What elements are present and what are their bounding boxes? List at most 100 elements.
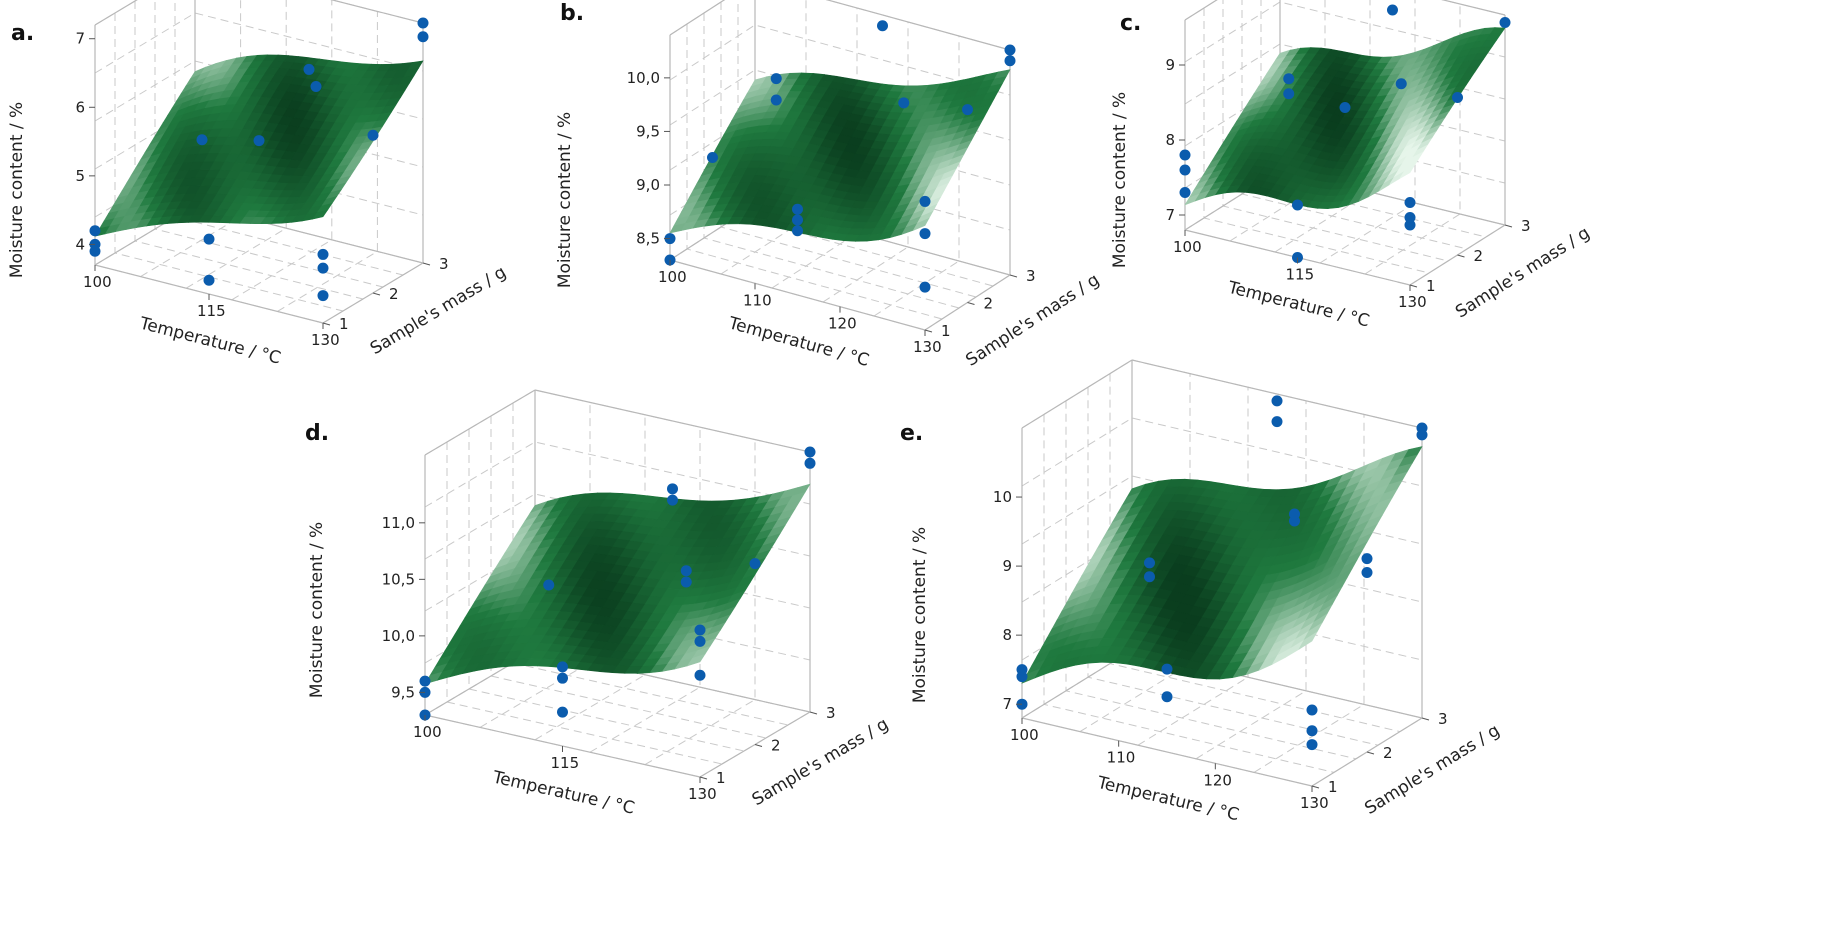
data-point (89, 245, 101, 257)
data-point (667, 483, 678, 495)
data-point (680, 565, 692, 577)
x-axis-label: Temperature / °C (490, 767, 636, 819)
data-point (1161, 691, 1173, 703)
y-tick-label: 2 (984, 295, 994, 313)
data-point (694, 669, 706, 681)
x-tick-label: 100 (1010, 726, 1039, 744)
z-tick-label: 10,0 (382, 627, 415, 645)
data-point (1179, 187, 1191, 198)
data-point (317, 290, 329, 302)
z-axis-label: Moisture content / % (910, 527, 930, 703)
data-points (89, 17, 429, 302)
panel-label: b. (560, 1, 584, 26)
z-tick-label: 9,0 (636, 176, 660, 194)
data-point (1292, 199, 1303, 211)
data-point (667, 494, 678, 506)
data-point (196, 134, 208, 146)
data-point (89, 225, 101, 237)
panel-label: d. (305, 421, 329, 446)
z-tick-label: 10,5 (382, 570, 415, 588)
data-point (792, 203, 803, 215)
data-point (543, 579, 555, 591)
data-points (419, 446, 816, 721)
z-tick-label: 8 (1002, 626, 1012, 644)
panel-d: d. 100 115 130 1 2 3 9,5 10,0 10,5 11,0 Temperature… (305, 389, 980, 940)
data-point (1404, 212, 1416, 223)
data-point (1289, 508, 1300, 520)
z-tick-label: 11,0 (382, 514, 415, 532)
data-point (770, 94, 782, 106)
data-point (419, 675, 431, 687)
y-axis-label: Sample's mass / g (367, 262, 510, 359)
data-point (1016, 664, 1028, 676)
data-point (417, 17, 429, 29)
panel-e: e. 100 110 120 130 1 2 3 7 8 9 10 Temperature / °C Sa… (900, 359, 1680, 940)
z-axis-label: Moisture content / % (307, 522, 327, 698)
data-point (203, 274, 215, 286)
y-tick-label: 2 (771, 737, 781, 755)
surface (94, 54, 424, 237)
z-tick-label: 10 (993, 488, 1012, 506)
data-point (1361, 566, 1373, 578)
z-tick-label: 9,5 (636, 122, 660, 140)
data-point (310, 81, 322, 92)
z-axis-label: Moisture content / % (555, 112, 575, 288)
data-point (1179, 164, 1191, 176)
surface (1021, 446, 1423, 684)
data-point (694, 635, 706, 647)
x-tick-label: 130 (688, 785, 717, 803)
z-tick-label: 7 (1002, 695, 1012, 713)
z-tick-label: 4 (75, 235, 85, 253)
x-tick-label: 130 (311, 331, 340, 349)
x-tick-label: 110 (1107, 749, 1136, 767)
z-tick-label: 6 (75, 98, 85, 116)
data-point (367, 129, 379, 141)
x-axis-label: Temperature / °C (1225, 278, 1371, 332)
data-point (303, 63, 315, 75)
data-point (1283, 88, 1295, 100)
data-point (1339, 102, 1351, 113)
data-point (1306, 725, 1318, 737)
x-axis-label: Temperature / °C (137, 313, 283, 368)
data-points (1016, 395, 1428, 751)
data-point (1271, 395, 1283, 407)
data-point (1161, 663, 1173, 675)
data-point (417, 31, 429, 43)
y-axis-label: Sample's mass / g (749, 714, 892, 810)
data-point (792, 225, 803, 237)
data-point (898, 97, 910, 109)
z-tick-label: 7 (75, 30, 85, 48)
y-tick-label: 3 (1026, 267, 1036, 285)
data-point (1144, 557, 1155, 569)
data-point (1283, 73, 1295, 85)
data-point (1395, 78, 1407, 90)
z-tick-label: 9 (1002, 557, 1012, 575)
data-point (877, 20, 888, 32)
x-tick-label: 100 (1173, 238, 1202, 256)
y-axis-label: Sample's mass / g (1452, 223, 1593, 323)
data-point (919, 228, 931, 240)
z-tick-label: 9 (1165, 56, 1175, 74)
panel-a: a. 100 115 130 1 2 3 4 5 6 7 Temperature / °C Sample… (0, 0, 510, 400)
surface (424, 483, 811, 685)
data-point (792, 214, 803, 226)
data-point (557, 706, 568, 718)
y-tick-label: 3 (1521, 217, 1531, 235)
data-point (680, 576, 692, 588)
data-point (770, 73, 782, 85)
z-axis-label: Moisture content / % (1110, 92, 1130, 268)
data-point (804, 446, 816, 458)
y-tick-label: 1 (1328, 778, 1338, 796)
data-point (1499, 17, 1511, 28)
data-point (557, 661, 568, 673)
panel-c: c. 100 115 130 1 2 3 7 8 9 Temperature / °C Sample'… (1110, 0, 1830, 400)
data-point (1404, 197, 1416, 208)
data-point (962, 104, 973, 116)
z-axis-label: Moisture content / % (7, 102, 27, 278)
data-point (1361, 553, 1373, 565)
y-tick-label: 2 (1383, 744, 1393, 762)
panel-label: c. (1120, 11, 1141, 36)
data-point (749, 558, 761, 570)
x-tick-label: 130 (913, 338, 942, 356)
